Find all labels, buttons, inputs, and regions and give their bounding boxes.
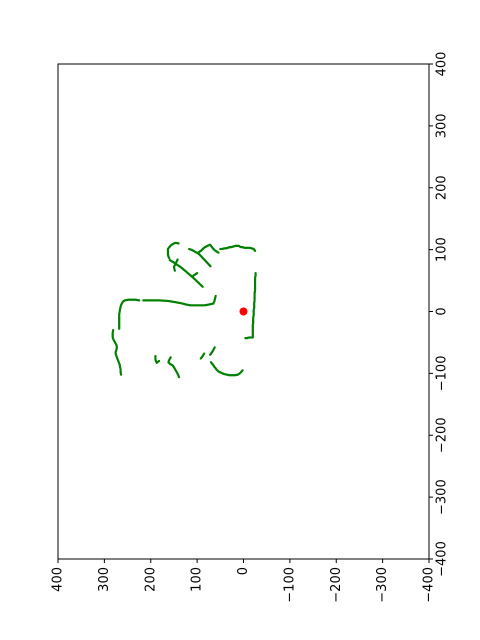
scan-point — [192, 274, 195, 277]
scan-point — [168, 257, 171, 260]
y-tick-label: −400 — [435, 541, 450, 577]
x-tick-label: −300 — [375, 567, 390, 603]
x-tick-label: −100 — [282, 567, 297, 603]
scan-point — [176, 258, 179, 261]
scan-point — [199, 357, 202, 360]
x-tick-label: 300 — [97, 567, 112, 592]
y-tick-label: 300 — [435, 113, 450, 138]
scan-point — [219, 247, 222, 251]
x-tick-label: 100 — [190, 567, 205, 592]
y-tick-label: 400 — [435, 52, 450, 77]
scan-point — [120, 373, 123, 376]
y-tick-label: −100 — [435, 356, 450, 392]
x-axis-ticks: 400 300 200 100 0 −100 −200 −300 −400 — [51, 559, 437, 603]
scan-point — [209, 353, 212, 356]
x-tick-label: −200 — [329, 567, 344, 603]
y-tick-label: 0 — [435, 307, 450, 315]
x-tick-label: −400 — [422, 567, 437, 603]
x-tick-label: 400 — [51, 567, 66, 592]
robot-position — [239, 307, 248, 316]
data-points — [111, 241, 257, 379]
x-tick-label: 200 — [143, 567, 158, 592]
scan-point — [142, 299, 145, 302]
scan-point — [241, 369, 244, 372]
scan-point — [188, 247, 191, 251]
scan-point — [158, 359, 161, 363]
y-tick-label: 100 — [435, 237, 450, 262]
scan-point — [254, 272, 257, 275]
robot-marker — [239, 307, 248, 316]
scan-point — [201, 285, 204, 288]
x-tick-label: 0 — [236, 567, 251, 575]
y-tick-label: −300 — [435, 479, 450, 515]
y-axis-ticks: −400 −300 −200 −100 0 100 200 300 400 — [429, 52, 450, 577]
y-tick-label: −200 — [435, 417, 450, 453]
y-tick-label: 200 — [435, 175, 450, 200]
scan-point — [118, 327, 121, 330]
scan-point — [177, 376, 181, 379]
